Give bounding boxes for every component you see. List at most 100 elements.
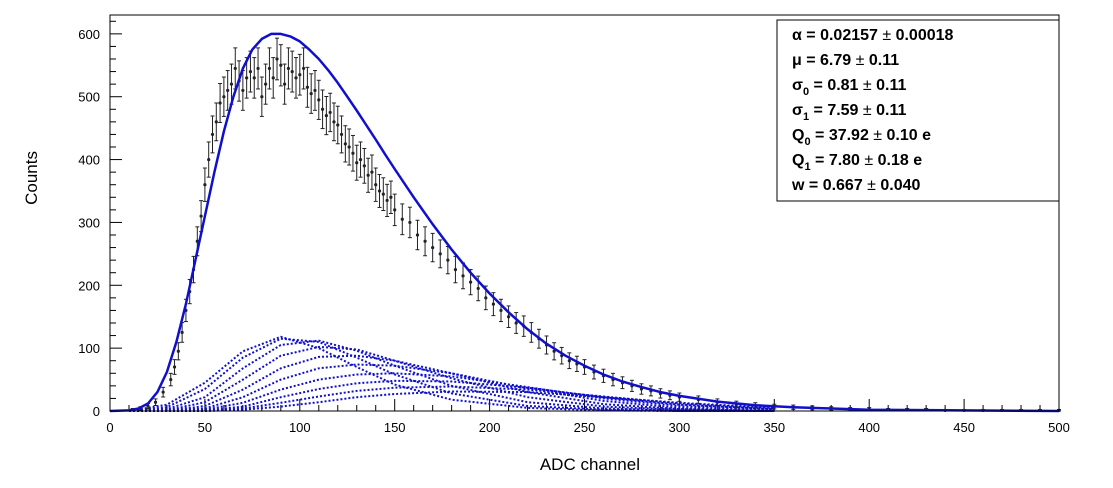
fit-curve-group bbox=[109, 32, 1060, 413]
fit-statistics-box: α = 0.02157 ± 0.00018 μ = 6.79 ± 0.11 σ0 =… bbox=[776, 19, 1060, 202]
data-point bbox=[267, 47, 272, 90]
data-point bbox=[381, 177, 386, 211]
x-tick-label: 100 bbox=[289, 420, 311, 435]
data-point bbox=[415, 219, 420, 251]
fit-curve bbox=[109, 32, 1060, 413]
data-point bbox=[225, 70, 230, 111]
data-point bbox=[514, 312, 519, 334]
data-point bbox=[221, 76, 226, 117]
data-point bbox=[377, 174, 382, 208]
y-tick-label: 600 bbox=[78, 27, 100, 42]
data-point bbox=[297, 53, 302, 96]
y-tick-label: 100 bbox=[78, 341, 100, 356]
data-point bbox=[305, 66, 310, 108]
y-tick-label: 400 bbox=[78, 153, 100, 168]
data-point bbox=[312, 70, 317, 111]
component-curve bbox=[129, 385, 775, 412]
x-tick-label: 400 bbox=[858, 420, 880, 435]
data-point bbox=[445, 246, 450, 275]
stat-row: μ = 6.79 ± 0.11 bbox=[792, 52, 899, 69]
x-tick-label: 300 bbox=[669, 420, 691, 435]
data-point bbox=[309, 73, 314, 114]
stat-row: Q0 = 37.92 ± 0.10 e bbox=[792, 127, 931, 148]
y-tick-label: 300 bbox=[78, 215, 100, 230]
data-point bbox=[453, 255, 458, 284]
data-point bbox=[335, 105, 340, 145]
data-point bbox=[407, 206, 412, 239]
data-point bbox=[369, 154, 374, 190]
data-point bbox=[263, 63, 268, 105]
data-point bbox=[259, 76, 264, 117]
data-point bbox=[574, 355, 579, 372]
data-point bbox=[362, 147, 367, 184]
data-point bbox=[324, 95, 329, 136]
stats-box-frame bbox=[776, 19, 1060, 202]
tick-labels: 0 50 100 150 200 250 300 350 400 450 500 0 100 200 300… bbox=[78, 27, 1070, 435]
data-point bbox=[430, 232, 435, 263]
data-point bbox=[388, 180, 393, 215]
data-point bbox=[373, 167, 378, 202]
y-tick-label: 0 bbox=[93, 404, 100, 419]
x-tick-label: 250 bbox=[574, 420, 596, 435]
component-curve bbox=[129, 372, 775, 412]
data-point bbox=[366, 157, 371, 193]
data-point bbox=[195, 226, 200, 257]
x-tick-label: 200 bbox=[479, 420, 501, 435]
data-point bbox=[567, 352, 572, 370]
data-point bbox=[559, 346, 564, 365]
data-point bbox=[392, 193, 397, 227]
x-tick-label: 450 bbox=[953, 420, 975, 435]
data-point bbox=[331, 102, 336, 142]
y-tick-label: 500 bbox=[78, 90, 100, 105]
data-point bbox=[161, 386, 166, 398]
data-point bbox=[354, 144, 359, 181]
data-point bbox=[629, 379, 634, 392]
y-axis-title: Counts bbox=[22, 151, 41, 205]
data-point bbox=[256, 47, 261, 90]
data-point bbox=[498, 298, 503, 323]
data-point bbox=[316, 79, 321, 120]
component-curve bbox=[128, 339, 775, 412]
data-point bbox=[301, 47, 306, 90]
data-point bbox=[282, 63, 287, 105]
data-point bbox=[552, 342, 557, 361]
data-point bbox=[176, 342, 181, 361]
data-point bbox=[271, 57, 276, 99]
data-point bbox=[153, 398, 158, 406]
data-point bbox=[206, 141, 211, 178]
data-point bbox=[339, 115, 344, 154]
component-curve bbox=[129, 390, 775, 412]
x-tick-label: 0 bbox=[106, 420, 113, 435]
data-point bbox=[358, 141, 363, 178]
stat-row: σ0 = 0.81 ± 0.11 bbox=[792, 77, 906, 98]
plot-frame bbox=[109, 14, 1060, 412]
data-point bbox=[218, 83, 223, 123]
data-point bbox=[286, 47, 291, 90]
component-curve bbox=[129, 363, 775, 412]
y-tick-label: 200 bbox=[78, 278, 100, 293]
x-tick-label: 150 bbox=[384, 420, 406, 435]
data-point bbox=[278, 44, 283, 87]
data-point bbox=[350, 134, 355, 172]
data-point bbox=[290, 50, 295, 93]
stat-row: α = 0.02157 ± 0.00018 bbox=[792, 27, 954, 44]
data-point bbox=[214, 102, 219, 142]
data-point bbox=[320, 89, 325, 130]
stat-row: w = 0.667 ± 0.040 bbox=[791, 177, 921, 194]
x-tick-label: 350 bbox=[763, 420, 785, 435]
data-point bbox=[639, 383, 644, 395]
x-tick-label: 500 bbox=[1048, 420, 1070, 435]
x-tick-label: 50 bbox=[198, 420, 212, 435]
data-point bbox=[233, 47, 238, 90]
component-curves bbox=[128, 335, 775, 412]
component-curve bbox=[129, 354, 775, 412]
data-point bbox=[400, 203, 405, 236]
component-curve bbox=[128, 335, 775, 412]
data-point bbox=[294, 57, 299, 99]
data-point bbox=[385, 183, 390, 218]
data-point bbox=[461, 262, 466, 290]
data-point bbox=[347, 128, 352, 166]
data-point bbox=[423, 226, 428, 257]
data-point bbox=[252, 57, 257, 99]
stat-row: σ1 = 7.59 ± 0.11 bbox=[792, 102, 906, 123]
